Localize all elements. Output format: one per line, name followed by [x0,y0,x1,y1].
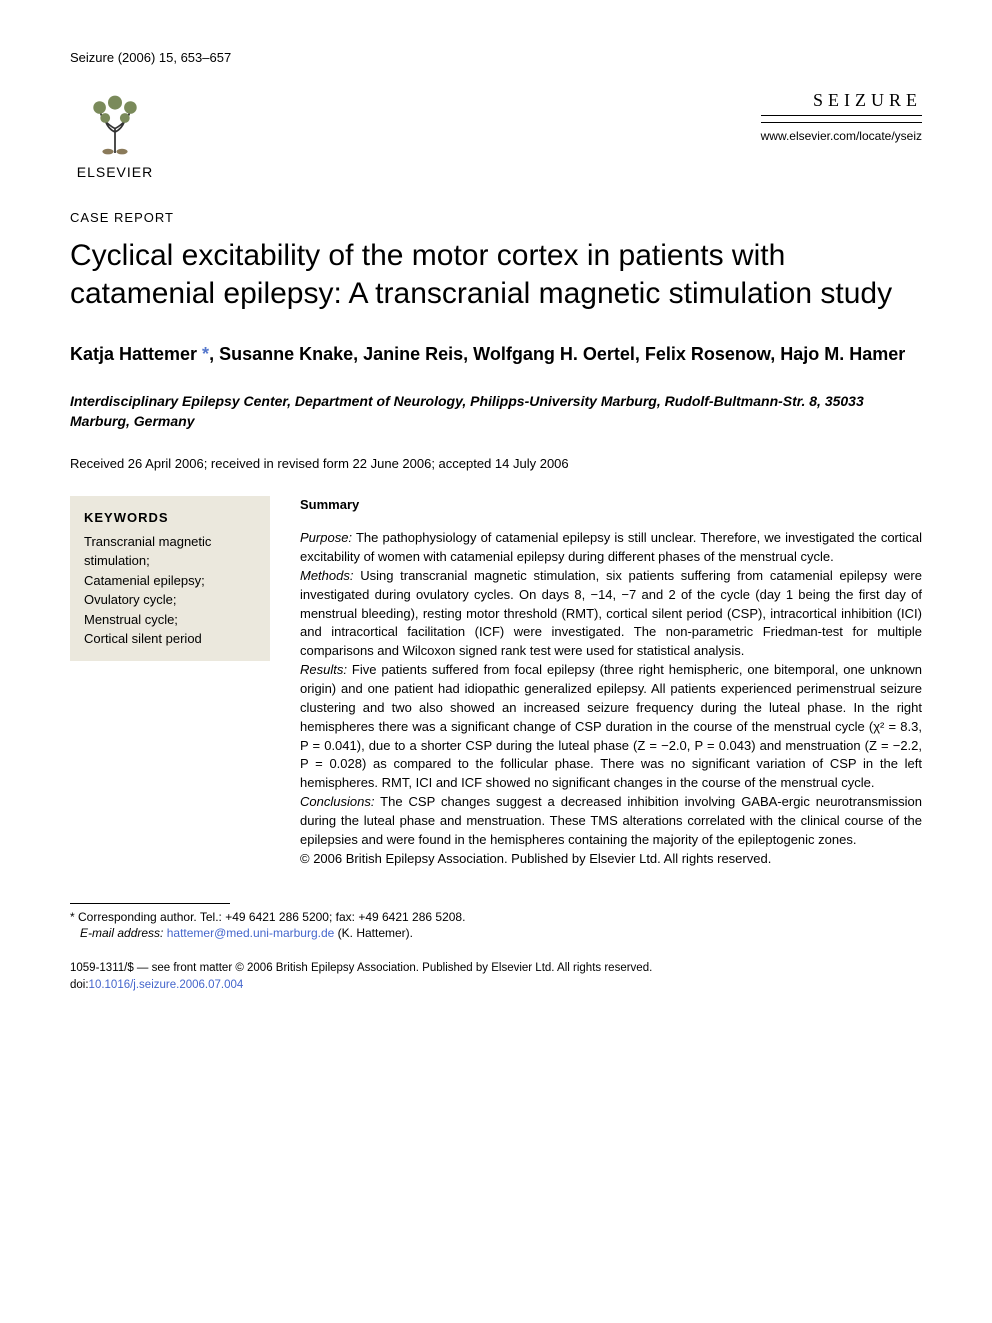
summary-column: Summary Purpose: The pathophysiology of … [300,496,922,868]
conclusions-text: The CSP changes suggest a decreased inhi… [300,794,922,847]
purpose-text: The pathophysiology of catamenial epilep… [300,530,922,564]
front-matter: 1059-1311/$ — see front matter © 2006 Br… [70,960,922,976]
results-text: Five patients suffered from focal epilep… [300,662,922,790]
journal-rule-2 [761,122,922,123]
bottom-block: 1059-1311/$ — see front matter © 2006 Br… [70,960,922,992]
article-title: Cyclical excitability of the motor corte… [70,237,922,312]
keywords-heading: KEYWORDS [84,508,256,528]
email-address[interactable]: hattemer@med.uni-marburg.de [167,926,335,940]
affiliation: Interdisciplinary Epilepsy Center, Depar… [70,392,922,431]
journal-box: SEIZURE www.elsevier.com/locate/yseiz [761,90,922,143]
publisher-logo-block: ELSEVIER [70,90,160,180]
publisher-name: ELSEVIER [77,164,153,180]
footer-rule [70,903,230,904]
purpose-label: Purpose: [300,530,352,545]
doi-link[interactable]: 10.1016/j.seizure.2006.07.004 [89,979,244,991]
doi-line: doi:10.1016/j.seizure.2006.07.004 [70,977,922,993]
methods-label: Methods: [300,568,353,583]
journal-url[interactable]: www.elsevier.com/locate/yseiz [761,129,922,143]
article-dates: Received 26 April 2006; received in revi… [70,456,922,471]
keywords-box: KEYWORDS Transcranial magnetic stimulati… [70,496,270,661]
journal-name: SEIZURE [761,90,922,111]
email-suffix: (K. Hattemer). [334,926,413,940]
summary-conclusions: Conclusions: The CSP changes suggest a d… [300,793,922,850]
summary-results: Results: Five patients suffered from foc… [300,661,922,793]
keywords-list: Transcranial magnetic stimulation; Catam… [84,532,256,649]
summary-heading: Summary [300,496,922,515]
journal-rule-1 [761,115,922,116]
citation-header: Seizure (2006) 15, 653–657 [70,50,922,65]
elsevier-tree-icon [80,90,150,160]
summary-purpose: Purpose: The pathophysiology of catameni… [300,529,922,567]
results-label: Results: [300,662,347,677]
methods-text: Using transcranial magnetic stimulation,… [300,568,922,658]
summary-methods: Methods: Using transcranial magnetic sti… [300,567,922,661]
corresponding-star: * [197,344,209,364]
top-row: ELSEVIER SEIZURE www.elsevier.com/locate… [70,90,922,180]
summary-copyright: © 2006 British Epilepsy Association. Pub… [300,850,922,869]
corresponding-author: * Corresponding author. Tel.: +49 6421 2… [70,910,922,924]
email-line: E-mail address: hattemer@med.uni-marburg… [70,926,922,940]
abstract-row: KEYWORDS Transcranial magnetic stimulati… [70,496,922,868]
article-type: CASE REPORT [70,210,922,225]
authors-line: Katja Hattemer *, Susanne Knake, Janine … [70,342,922,367]
doi-prefix: doi: [70,979,89,991]
author-names: Katja Hattemer *, Susanne Knake, Janine … [70,344,905,364]
conclusions-label: Conclusions: [300,794,374,809]
email-label: E-mail address: [80,926,163,940]
